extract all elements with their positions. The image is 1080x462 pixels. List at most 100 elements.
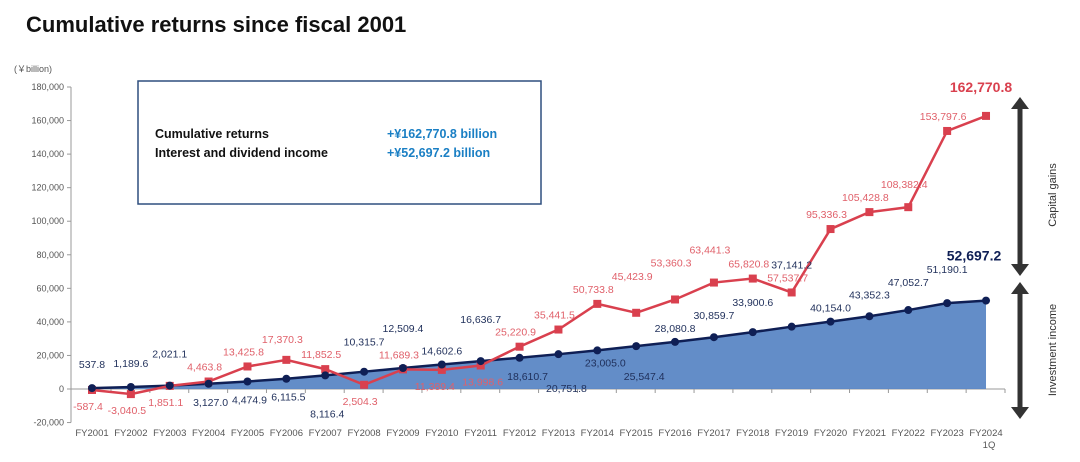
returns-point [593,299,602,308]
x-tick-label: FY2009 [386,428,419,439]
y-tick-label: 20,000 [36,350,64,360]
chart-title: Cumulative returns since fiscal 2001 [26,12,407,37]
income-point [204,379,213,388]
returns-data-label: 13,425.8 [223,346,264,358]
investment-income-arrow-head-top [1011,282,1029,294]
income-point [632,342,641,351]
x-tick-label: FY2012 [503,428,536,439]
returns-point [554,325,563,334]
returns-data-label: 25,220.9 [495,327,536,339]
income-point [943,299,952,308]
capital-gains-arrow-head-bottom [1011,264,1029,276]
returns-line [91,114,987,396]
returns-point [360,380,369,389]
x-tick-label: FY2019 [775,428,808,439]
income-point [126,383,135,392]
income-point [515,353,524,362]
income-data-label: 537.8 [79,359,105,371]
income-point [826,317,835,326]
summary-box [137,80,542,205]
returns-data-label: 65,820.8 [728,259,769,271]
x-tick-label: FY2020 [814,428,847,439]
income-point [360,367,369,376]
income-point [787,322,796,331]
returns-data-label: -3,040.5 [108,405,147,417]
x-tick-label: FY2001 [75,428,108,439]
x-tick-label: FY2005 [231,428,264,439]
x-tick-label: FY2014 [581,428,614,439]
income-point [671,337,680,346]
income-data-label: 2,021.1 [152,349,187,361]
y-tick-label: 140,000 [31,149,64,159]
returns-data-label: 2,504.3 [343,396,378,408]
x-tick-label: FY2024 [969,428,1002,439]
income-point [476,357,485,366]
returns-data-label: 108,382.4 [881,179,928,191]
x-tick-label: FY2013 [542,428,575,439]
income-data-label: 40,154.0 [810,303,851,315]
y-tick-label: 120,000 [31,183,64,193]
income-point [554,350,563,359]
y-tick-label: 0 [59,384,64,394]
income-line [91,299,987,390]
capital-gains-arrow-head-top [1011,97,1029,109]
x-tick-label: FY2011 [464,428,497,439]
returns-point [826,225,835,234]
x-tick-label: FY2002 [114,428,147,439]
returns-point [243,362,252,371]
returns-data-label: 13,998.6 [462,377,503,389]
x-tick-label: FY2010 [425,428,458,439]
returns-point [865,208,874,217]
income-data-label: 16,636.7 [460,314,501,326]
income-data-label: 28,080.8 [655,323,696,335]
returns-point [709,278,718,287]
returns-data-label: 11,852.5 [301,349,341,361]
income-data-label: 10,315.7 [344,337,385,349]
investment-income-arrow-head-bottom [1011,407,1029,419]
investment-income-area [92,300,987,389]
returns-point [943,126,952,135]
returns-point [476,361,485,370]
returns-data-label: 35,441.5 [534,310,575,322]
income-data-label: 25,547.4 [624,371,665,383]
returns-point [787,288,796,297]
x-tick-label: FY2008 [347,428,380,439]
income-data-label: 33,900.6 [732,297,773,309]
returns-data-label: 57,537.7 [767,272,808,284]
returns-data-label: 95,336.3 [806,209,847,221]
returns-point [904,203,913,212]
income-final-label: 52,697.2 [947,248,1002,264]
summary-value: +¥162,770.8 billion [387,127,497,141]
income-point [748,328,757,337]
income-data-label: 14,602.6 [421,346,462,358]
income-point [282,374,291,383]
income-data-label: 43,352.3 [849,289,890,301]
returns-point [321,365,330,374]
x-tick-label: FY2022 [892,428,925,439]
income-point [88,384,96,393]
income-point [904,306,913,315]
y-tick-label: 100,000 [31,216,64,226]
returns-data-label: 4,463.8 [187,362,222,374]
returns-data-label: 50,733.8 [573,284,614,296]
income-data-label: 20,751.8 [546,383,587,395]
income-data-label: 4,474.9 [232,394,267,406]
x-tick-label: FY2004 [192,428,225,439]
returns-point [437,365,446,374]
income-point [982,296,991,305]
x-tick-label: FY2006 [270,428,303,439]
returns-data-label: 63,441.3 [689,245,730,257]
income-point [165,381,174,390]
x-tick-label: FY2017 [697,428,730,439]
investment-income-label: Investment income [1047,304,1059,396]
returns-data-label: 1,851.1 [148,397,183,409]
income-point [321,371,330,380]
x-tick-label: FY2015 [620,428,653,439]
returns-point [515,342,524,351]
returns-data-label: 45,423.9 [612,271,653,283]
income-data-label: 1,189.6 [113,358,148,370]
y-tick-label: 60,000 [36,283,64,293]
returns-point [671,295,680,304]
returns-data-label: 17,370.3 [262,334,303,346]
income-data-label: 30,859.7 [693,310,734,322]
